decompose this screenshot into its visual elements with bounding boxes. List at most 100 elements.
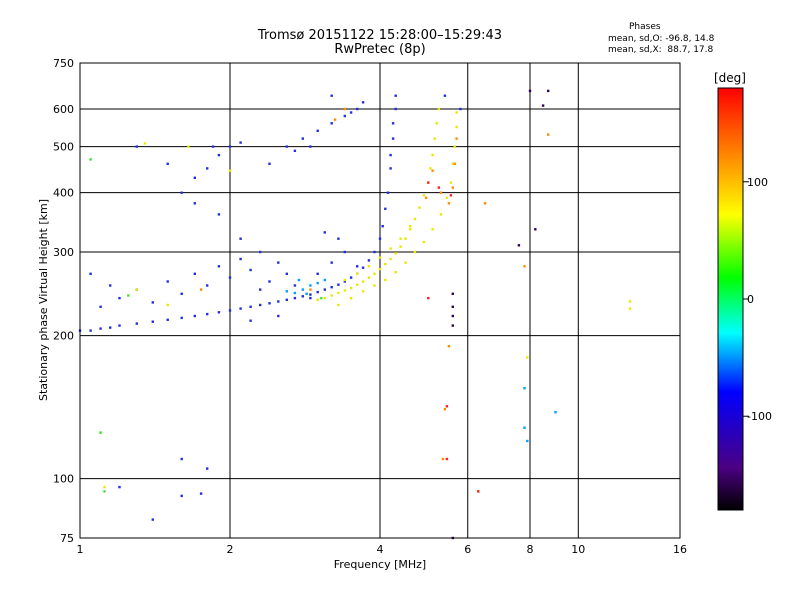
colorbar-tick-label: 0 xyxy=(747,293,754,306)
data-point xyxy=(389,257,392,261)
data-point xyxy=(239,141,242,144)
data-point xyxy=(394,107,397,111)
data-point xyxy=(268,162,271,165)
data-point xyxy=(89,272,92,275)
data-point xyxy=(439,213,443,216)
data-point xyxy=(89,329,92,332)
x-tick-label: 10 xyxy=(571,543,585,556)
data-point xyxy=(361,266,365,269)
colorbar-tick-label: 100 xyxy=(747,176,768,189)
data-point xyxy=(373,284,376,287)
data-point xyxy=(451,324,454,327)
data-point xyxy=(151,301,154,304)
data-point xyxy=(373,250,376,254)
data-point xyxy=(367,265,371,268)
data-point xyxy=(378,268,382,271)
data-point xyxy=(180,191,183,194)
data-point xyxy=(293,284,297,287)
data-point xyxy=(249,305,252,308)
data-point xyxy=(349,111,353,114)
data-point xyxy=(217,265,221,268)
data-point xyxy=(439,191,443,194)
data-point xyxy=(447,202,451,205)
data-point xyxy=(180,316,183,320)
data-point xyxy=(293,291,297,295)
data-point xyxy=(547,89,550,93)
data-point xyxy=(323,288,326,291)
data-point xyxy=(431,169,434,172)
x-axis-label: Frequency [MHz] xyxy=(334,558,426,571)
x-tick-label: 1 xyxy=(77,543,84,556)
data-point xyxy=(316,290,319,294)
data-point xyxy=(343,114,346,118)
chart-title: Tromsø 20151122 15:28:00–15:29:43 xyxy=(257,28,503,43)
data-point xyxy=(211,145,215,148)
data-point xyxy=(451,292,454,295)
data-point xyxy=(135,145,138,148)
data-point xyxy=(451,305,454,308)
data-point xyxy=(285,272,288,275)
data-point xyxy=(301,288,304,291)
data-point xyxy=(451,186,454,189)
data-point xyxy=(293,149,297,152)
data-point xyxy=(103,490,106,493)
data-point xyxy=(441,457,445,461)
data-point xyxy=(316,281,319,285)
data-point xyxy=(349,296,353,300)
colorbar-label: [deg] xyxy=(714,71,746,85)
data-point xyxy=(435,122,438,125)
x-tick-label: 16 xyxy=(673,543,687,556)
data-point xyxy=(239,237,242,240)
data-point xyxy=(180,292,183,295)
data-point xyxy=(523,426,526,429)
data-point xyxy=(373,272,376,275)
data-point xyxy=(330,122,333,125)
data-point xyxy=(343,250,346,254)
data-point xyxy=(285,298,288,301)
data-point xyxy=(309,288,312,291)
data-point xyxy=(389,247,392,250)
y-axis-label: Stationary phase Virtual Height [km] xyxy=(37,199,50,401)
data-point xyxy=(99,327,102,330)
y-tick-label: 200 xyxy=(53,330,74,343)
data-point xyxy=(628,300,632,303)
data-point xyxy=(118,296,121,300)
plot-frame xyxy=(79,62,681,539)
data-point xyxy=(309,296,312,300)
data-point xyxy=(239,257,242,261)
data-point xyxy=(343,280,346,283)
data-point xyxy=(427,181,430,184)
data-point xyxy=(431,153,434,157)
data-point xyxy=(628,307,632,310)
data-point xyxy=(361,280,365,283)
data-point xyxy=(109,284,112,287)
data-point xyxy=(293,296,297,300)
data-point xyxy=(343,289,346,292)
data-point xyxy=(431,228,434,231)
data-point xyxy=(427,296,430,300)
data-point xyxy=(249,268,252,272)
data-point xyxy=(391,137,395,140)
data-point xyxy=(384,278,387,282)
data-point xyxy=(409,228,412,231)
data-point xyxy=(483,202,487,205)
data-point xyxy=(384,262,387,266)
data-point xyxy=(118,485,121,489)
phase-stats-x: mean, sd,X: 88.7, 17.8 xyxy=(608,45,714,55)
data-point xyxy=(99,431,102,434)
data-point xyxy=(391,122,395,125)
x-ticks: 1 2 4 6 8 10 16 xyxy=(77,543,688,556)
data-point xyxy=(356,272,359,275)
data-point xyxy=(206,284,209,287)
data-point xyxy=(228,145,232,148)
data-point xyxy=(199,288,203,291)
data-point xyxy=(316,129,319,132)
data-point xyxy=(429,167,432,170)
data-point xyxy=(526,439,529,443)
data-point xyxy=(394,94,397,97)
data-point xyxy=(249,319,252,322)
data-point xyxy=(166,162,169,165)
y-tick-label: 300 xyxy=(53,246,74,259)
data-point xyxy=(361,101,365,104)
